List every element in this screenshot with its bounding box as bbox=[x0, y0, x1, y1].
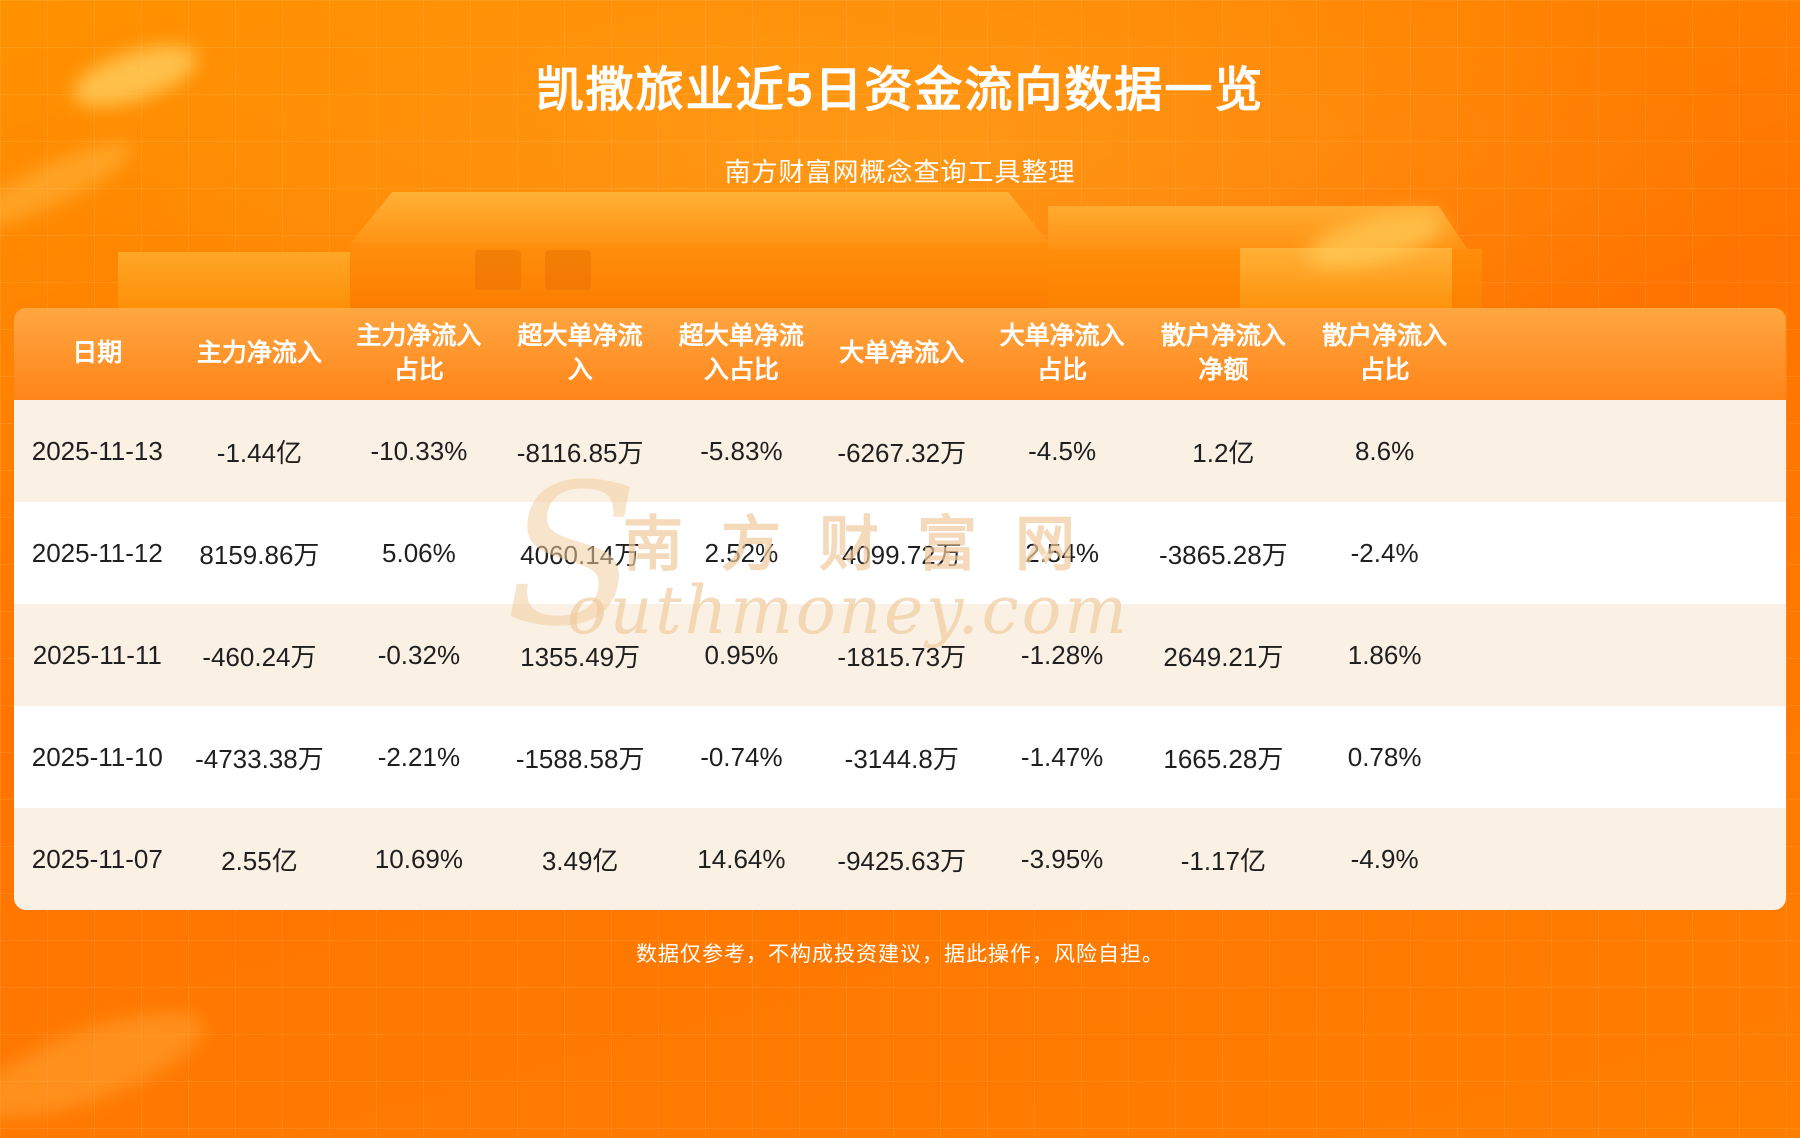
page-subtitle: 南方财富网概念查询工具整理 bbox=[724, 157, 1076, 187]
row-filler bbox=[1465, 808, 1786, 910]
column-header: 大单净流入 bbox=[839, 339, 965, 368]
column-header: 大单净流入 占比 bbox=[999, 322, 1125, 384]
value-cell: 1.2亿 bbox=[1192, 437, 1255, 468]
value-cell: -1.28% bbox=[1020, 639, 1104, 670]
value-cell: 8.6% bbox=[1354, 435, 1415, 466]
column-header: 超大单净流 入占比 bbox=[678, 322, 804, 384]
value-cell: -1.17亿 bbox=[1180, 845, 1266, 876]
value-cell: 3.49亿 bbox=[541, 845, 619, 876]
value-cell: -4733.38万 bbox=[195, 743, 324, 774]
table-row: 2025-11-13 -1.44亿 -10.33% -8116.85万 -5.83% -6… bbox=[14, 400, 1786, 502]
value-cell: -8116.85万 bbox=[516, 437, 644, 468]
value-cell: 1355.49万 bbox=[520, 641, 641, 672]
podium-center-top-graphic bbox=[350, 192, 1050, 244]
date-cell: 2025-11-13 bbox=[31, 435, 163, 466]
column-header: 主力净流入 bbox=[196, 339, 322, 368]
row-filler bbox=[1465, 604, 1786, 706]
value-cell: -10.33% bbox=[370, 435, 468, 466]
value-cell: 2.55亿 bbox=[221, 845, 298, 876]
column-header: 日期 bbox=[72, 339, 123, 368]
value-cell: 1665.28万 bbox=[1163, 743, 1284, 774]
column-header: 散户净流入 占比 bbox=[1322, 322, 1448, 384]
value-cell: -5.83% bbox=[700, 435, 783, 466]
value-cell: -4.9% bbox=[1350, 843, 1419, 874]
podium-right-box-graphic bbox=[1240, 248, 1452, 314]
value-cell: -2.21% bbox=[377, 741, 461, 772]
column-header: 超大单净流 入 bbox=[517, 322, 643, 384]
value-cell: 2.52% bbox=[704, 537, 779, 568]
column-header: 主力净流入 占比 bbox=[356, 322, 482, 384]
table-row: 2025-11-11 -460.24万 -0.32% 1355.49万 0.95% -18… bbox=[14, 604, 1786, 706]
table-row: 2025-11-12 8159.86万 5.06% 4060.14万 2.52% 4099… bbox=[14, 502, 1786, 604]
table-row: 2025-11-07 2.55亿 10.69% 3.49亿 14.64% -9425.63… bbox=[14, 808, 1786, 910]
row-filler bbox=[1465, 502, 1786, 604]
disclaimer-text: 数据仅参考，不构成投资建议，据此操作，风险自担。 bbox=[636, 943, 1164, 966]
lens-flare bbox=[1301, 201, 1449, 279]
value-cell: -3.95% bbox=[1020, 843, 1104, 874]
value-cell: 4060.14万 bbox=[520, 539, 641, 570]
value-cell: 2649.21万 bbox=[1163, 641, 1284, 672]
podium-right-front-graphic bbox=[1048, 249, 1482, 313]
value-cell: -0.32% bbox=[377, 639, 461, 670]
value-cell: -4.5% bbox=[1028, 435, 1097, 466]
podium-left-graphic bbox=[118, 252, 350, 314]
value-cell: -6267.32万 bbox=[837, 437, 967, 468]
podium-right-top-graphic bbox=[1048, 206, 1468, 250]
value-cell: -0.74% bbox=[700, 741, 783, 772]
date-cell: 2025-11-11 bbox=[32, 639, 162, 670]
value-cell: -1815.73万 bbox=[837, 641, 967, 672]
value-cell: -2.4% bbox=[1350, 537, 1419, 568]
table-header-row: 日期 主力净流入 主力净流入 占比 超大单净流 入超大单净流 入占比 大单净流入 大单净流… bbox=[14, 308, 1786, 400]
podium-inset-graphic bbox=[545, 250, 591, 290]
date-cell: 2025-11-07 bbox=[31, 843, 163, 874]
table-body: 2025-11-13 -1.44亿 -10.33% -8116.85万 -5.83% -6… bbox=[14, 400, 1786, 910]
table-row: 2025-11-10 -4733.38万 -2.21% -1588.58万 -0.74%… bbox=[14, 706, 1786, 808]
value-cell: 4099.72万 bbox=[841, 539, 962, 570]
row-filler bbox=[1465, 400, 1786, 502]
fund-flow-table: 日期 主力净流入 主力净流入 占比 超大单净流 入超大单净流 入占比 大单净流入 大单净流… bbox=[14, 308, 1786, 910]
value-cell: 2.54% bbox=[1025, 537, 1099, 568]
value-cell: 10.69% bbox=[374, 843, 463, 874]
value-cell: 5.06% bbox=[382, 537, 456, 568]
page-title: 凯撒旅业近5日资金流向数据一览 bbox=[535, 64, 1265, 117]
row-filler bbox=[1465, 706, 1786, 808]
value-cell: -3144.8万 bbox=[844, 743, 959, 774]
date-cell: 2025-11-10 bbox=[31, 741, 163, 772]
value-cell: 0.78% bbox=[1347, 741, 1422, 772]
header-filler bbox=[1465, 308, 1786, 400]
value-cell: -1588.58万 bbox=[515, 743, 645, 774]
value-cell: -3865.28万 bbox=[1159, 539, 1288, 570]
podium-inset-graphic bbox=[475, 250, 521, 290]
value-cell: -460.24万 bbox=[202, 641, 317, 672]
value-cell: -1.44亿 bbox=[216, 437, 303, 468]
value-cell: 1.86% bbox=[1347, 639, 1422, 670]
value-cell: 8159.86万 bbox=[199, 539, 320, 570]
date-cell: 2025-11-12 bbox=[31, 537, 163, 568]
column-header: 散户净流入 净额 bbox=[1160, 322, 1286, 384]
value-cell: 14.64% bbox=[697, 843, 786, 874]
value-cell: -1.47% bbox=[1020, 741, 1104, 772]
value-cell: -9425.63万 bbox=[837, 845, 967, 876]
value-cell: 0.95% bbox=[704, 639, 779, 670]
podium-center-front-graphic bbox=[350, 243, 1050, 313]
lens-flare bbox=[0, 991, 215, 1138]
